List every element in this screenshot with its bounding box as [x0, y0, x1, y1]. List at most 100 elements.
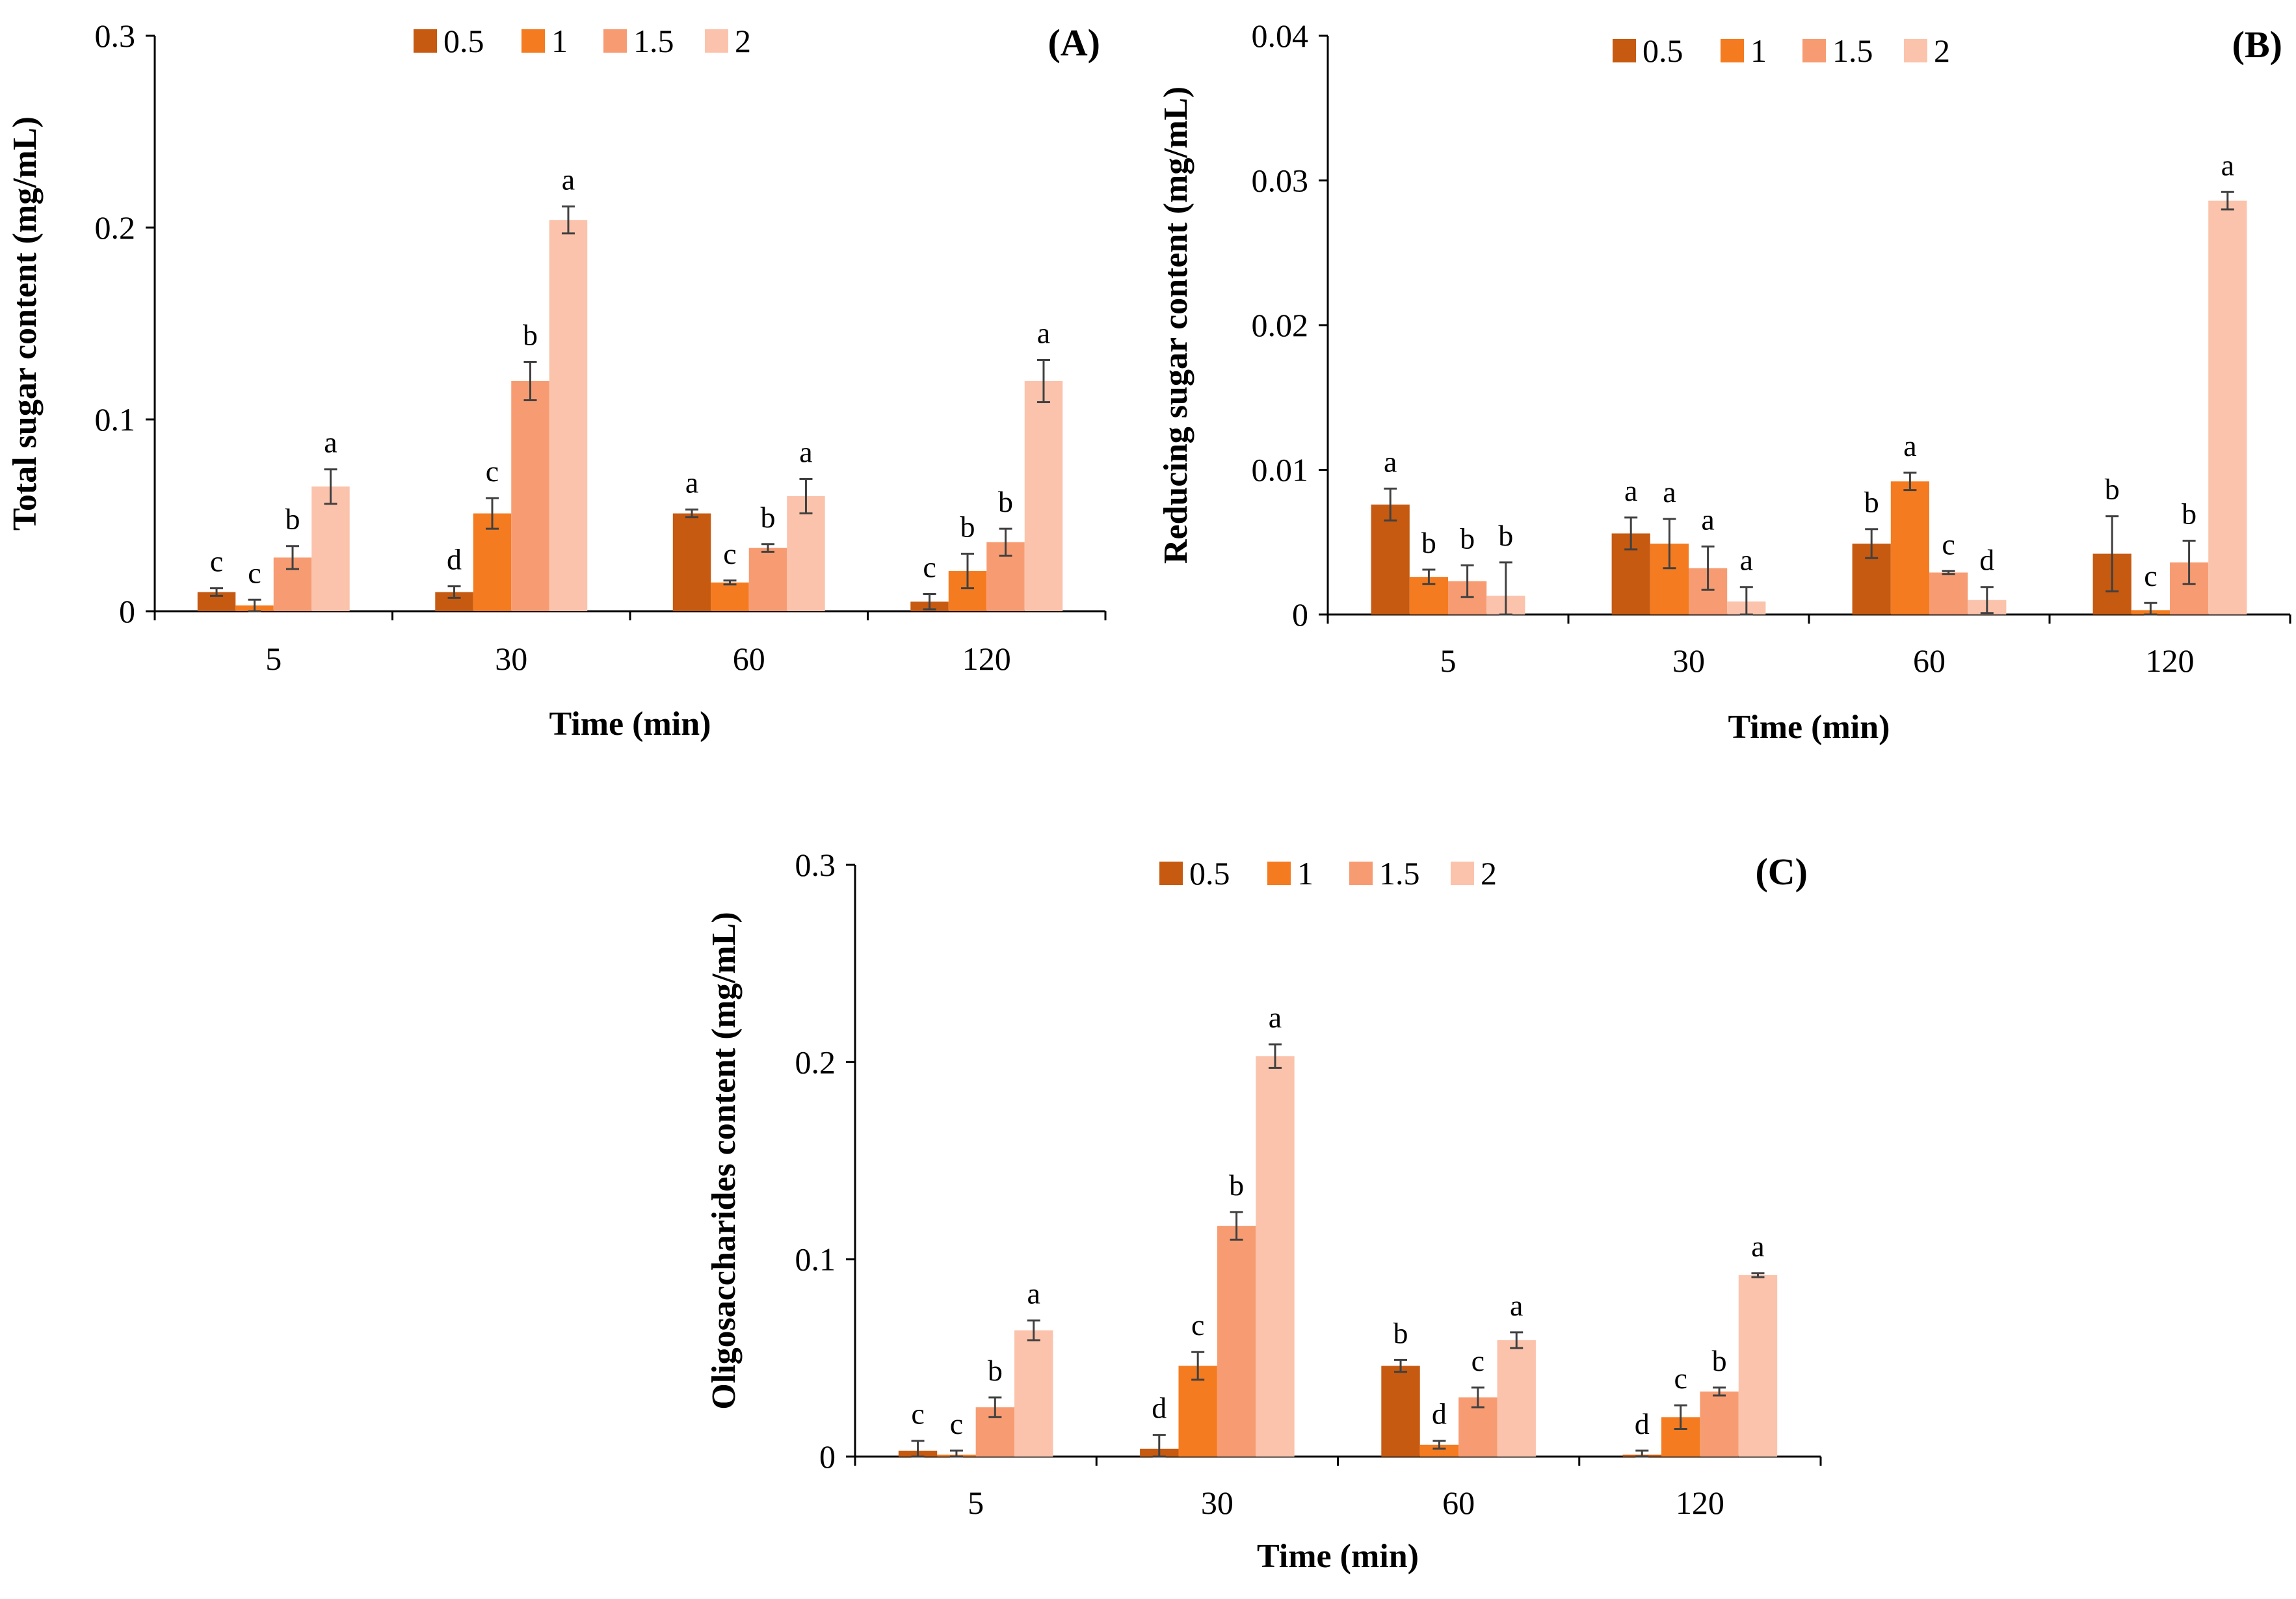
significance-letter: a [1751, 1230, 1764, 1263]
legend: 0.5 1 1.5 2 [414, 23, 751, 59]
significance-letter: c [1942, 527, 1955, 561]
significance-letter: b [2182, 497, 2197, 531]
legend-swatch [1904, 39, 1927, 62]
bar-c-30-1_5 [1217, 1226, 1256, 1457]
significance-letter: c [1471, 1344, 1484, 1377]
bar-c-120-2 [1738, 1275, 1778, 1457]
legend-entry: 1 [1297, 855, 1313, 892]
bar-c-60-0_5 [1381, 1366, 1420, 1457]
bar-b-120-2 [2208, 200, 2247, 614]
x-axis-title: Time (min) [1728, 709, 1890, 746]
x-tick-label: 60 [1442, 1485, 1475, 1521]
significance-letter: a [324, 426, 337, 459]
significance-letter: a [1269, 1001, 1282, 1034]
significance-letter: a [1510, 1289, 1523, 1322]
y-tick-label: 0.2 [795, 1044, 836, 1080]
significance-letter: c [1674, 1362, 1687, 1395]
x-tick-label: 30 [1672, 642, 1705, 679]
x-tick-label: 60 [1913, 642, 1946, 679]
y-tick-label: 0.02 [1252, 307, 1309, 343]
x-tick-label: 120 [2146, 642, 2195, 679]
significance-letter: c [2144, 559, 2157, 592]
panel-label: (A) [1048, 21, 1100, 64]
x-tick-label: 5 [968, 1485, 984, 1521]
significance-letter: b [1712, 1344, 1727, 1377]
bar-a-60-1_5 [748, 548, 787, 611]
x-axis-title: Time (min) [549, 706, 711, 743]
legend-swatch [414, 29, 437, 53]
significance-letter: a [799, 435, 812, 468]
bar-a-60-1 [711, 582, 749, 611]
significance-letter: a [1903, 429, 1916, 462]
significance-letter: b [1460, 522, 1475, 555]
significance-letter: c [950, 1407, 963, 1440]
y-tick-label: 0.04 [1252, 18, 1309, 54]
legend-swatch [603, 29, 627, 53]
legend-swatch [1721, 39, 1744, 62]
bar-c-120-1_5 [1700, 1391, 1739, 1457]
y-tick-label: 0 [119, 593, 135, 629]
x-axis-title: Time (min) [1257, 1538, 1419, 1575]
panel-label: (C) [1755, 851, 1808, 893]
significance-letter: c [248, 556, 261, 589]
significance-letter: c [911, 1397, 924, 1431]
legend-swatch [1267, 862, 1291, 885]
bar-c-60-2 [1497, 1340, 1536, 1457]
y-tick-label: 0.01 [1252, 452, 1309, 488]
significance-letter: c [210, 545, 223, 578]
legend-swatch [1613, 39, 1636, 62]
legend-entry: 1.5 [633, 23, 674, 59]
significance-letter: a [562, 163, 575, 196]
x-tick-label: 30 [495, 641, 527, 677]
x-tick-label: 30 [1201, 1485, 1234, 1521]
x-tick-label: 120 [962, 641, 1011, 677]
significance-letter: b [2105, 473, 2120, 506]
significance-letter: a [2221, 148, 2234, 181]
legend-entry: 2 [1934, 33, 1950, 69]
y-tick-label: 0.1 [795, 1241, 836, 1278]
significance-letter: b [988, 1354, 1003, 1387]
significance-letter: b [285, 503, 300, 536]
significance-letter: c [923, 550, 936, 583]
legend: 0.5 1 1.5 2 [1159, 855, 1497, 892]
significance-letter: b [998, 485, 1013, 518]
legend-entry: 1 [551, 23, 568, 59]
panel-label: (B) [2232, 23, 2282, 66]
legend-entry: 1.5 [1832, 33, 1873, 69]
legend-entry: 0.5 [443, 23, 484, 59]
bar-a-5-2 [311, 486, 350, 611]
x-tick-label: 5 [265, 641, 282, 677]
significance-letter: c [1191, 1308, 1204, 1341]
significance-letter: b [1229, 1169, 1244, 1202]
y-tick-label: 0.2 [95, 209, 136, 246]
significance-letter: d [447, 543, 462, 576]
significance-letter: d [1152, 1392, 1167, 1425]
bar-b-5-0_5 [1371, 504, 1410, 614]
y-tick-label: 0.3 [795, 847, 836, 883]
y-tick-label: 0.03 [1252, 163, 1309, 199]
y-tick-label: 0 [1292, 596, 1308, 633]
legend-swatch [1802, 39, 1826, 62]
significance-letter: a [1740, 544, 1753, 577]
significance-letter: a [1384, 445, 1397, 478]
bar-c-5-2 [1014, 1330, 1053, 1457]
significance-letter: c [723, 537, 736, 570]
legend-swatch [1451, 862, 1474, 885]
significance-letter: a [1624, 474, 1637, 507]
y-tick-label: 0.1 [95, 401, 136, 438]
legend-entry: 2 [1481, 855, 1497, 892]
significance-letter: b [1421, 526, 1436, 559]
y-axis-title: Reducing sugar content (mg/mL) [1157, 86, 1194, 564]
significance-letter: a [1663, 475, 1676, 509]
significance-letter: a [1027, 1277, 1040, 1310]
legend: 0.5 1 1.5 2 [1613, 33, 1950, 69]
bar-c-30-1 [1178, 1366, 1217, 1457]
significance-letter: b [760, 501, 775, 534]
bar-c-30-2 [1256, 1056, 1295, 1457]
significance-letter: d [1432, 1397, 1447, 1431]
bar-a-120-2 [1024, 381, 1063, 611]
bar-b-60-1_5 [1929, 572, 1968, 614]
legend-swatch [521, 29, 545, 53]
